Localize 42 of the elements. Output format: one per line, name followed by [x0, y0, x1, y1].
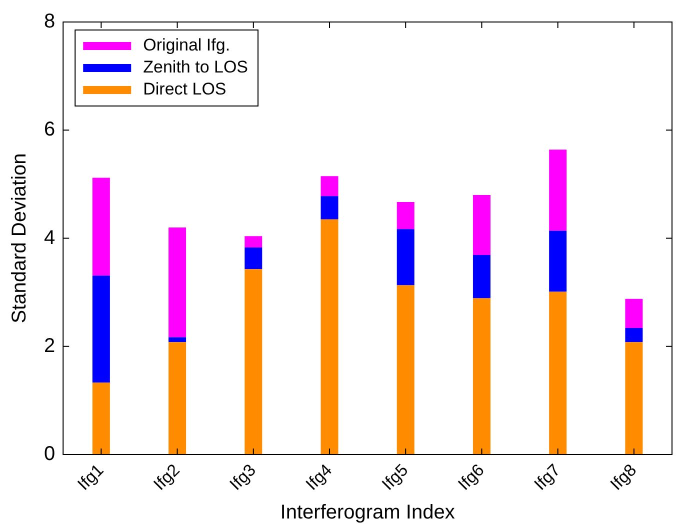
bar	[396, 202, 414, 230]
bar	[320, 196, 338, 220]
legend-label: Direct LOS	[143, 80, 226, 99]
bar	[92, 178, 110, 276]
bar	[472, 255, 490, 298]
bar	[472, 298, 490, 455]
legend-label: Original Ifg.	[143, 36, 230, 55]
bar	[244, 247, 262, 270]
bar	[92, 276, 110, 383]
bar	[625, 328, 643, 342]
bar	[625, 342, 643, 455]
x-tick-label: Ifg5	[378, 460, 412, 494]
bar	[549, 292, 567, 455]
x-tick-label: Ifg6	[454, 460, 488, 494]
bar	[472, 195, 490, 256]
bar	[396, 285, 414, 455]
y-tick-label: 4	[44, 226, 56, 249]
bar	[168, 342, 186, 455]
bar	[320, 176, 338, 196]
bar	[549, 150, 567, 231]
x-tick-label: Ifg2	[150, 460, 184, 494]
bar	[625, 298, 643, 328]
x-tick-label: Ifg3	[226, 460, 260, 494]
x-tick-label: Ifg1	[74, 460, 108, 494]
x-tick-label: Ifg7	[530, 460, 564, 494]
bar	[320, 219, 338, 455]
bar	[244, 236, 262, 248]
bar	[92, 382, 110, 455]
x-tick-label: Ifg4	[302, 460, 336, 494]
legend-label: Zenith to LOS	[143, 58, 248, 77]
y-tick-label: 0	[44, 443, 56, 466]
x-axis-title: Interferogram Index	[280, 502, 455, 524]
y-tick-label: 6	[44, 118, 56, 141]
x-tick-label: Ifg8	[606, 460, 640, 494]
y-tick-label: 2	[44, 334, 56, 357]
y-axis-title: Standard Deviation	[8, 153, 31, 324]
y-tick-label: 8	[44, 10, 56, 33]
bar	[244, 269, 262, 455]
bar	[549, 230, 567, 292]
bar	[168, 337, 186, 342]
bar	[396, 229, 414, 286]
bar	[168, 227, 186, 338]
